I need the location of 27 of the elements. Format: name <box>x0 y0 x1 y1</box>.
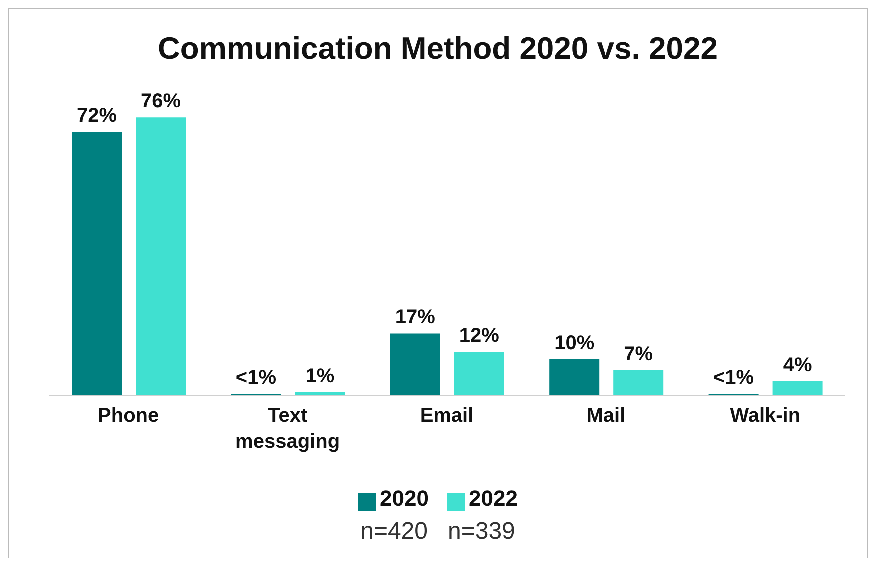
data-label: 10% <box>554 332 595 354</box>
data-label: <1% <box>714 367 754 390</box>
text: n=339 <box>448 518 516 545</box>
bar <box>136 118 186 396</box>
data-label: 1% <box>306 365 335 388</box>
data-label: 17% <box>395 306 436 329</box>
legend-label: 2022 <box>469 486 518 511</box>
x-tick-label: Email <box>420 405 474 427</box>
bar <box>454 352 504 396</box>
text: n=420 <box>360 518 428 545</box>
bar <box>72 132 122 396</box>
data-label: 12% <box>459 325 500 348</box>
bar <box>550 359 600 396</box>
data-label: 76% <box>140 90 182 113</box>
bar <box>772 381 823 396</box>
bar <box>390 334 440 396</box>
x-tick-label: Text messaging <box>236 405 340 453</box>
data-label: 72% <box>76 105 118 128</box>
x-tick-label: Mail <box>586 405 626 427</box>
data-label: <1% <box>236 367 277 390</box>
chart-title: Communication Method 2020 vs. 2022 <box>157 31 719 67</box>
x-tick-label: Walk-in <box>730 405 801 427</box>
data-label: 7% <box>624 343 654 366</box>
bar <box>614 370 664 396</box>
x-tick-label: Phone <box>98 405 160 427</box>
data-label: 4% <box>783 354 812 376</box>
legend-label: 2020 <box>380 486 429 511</box>
